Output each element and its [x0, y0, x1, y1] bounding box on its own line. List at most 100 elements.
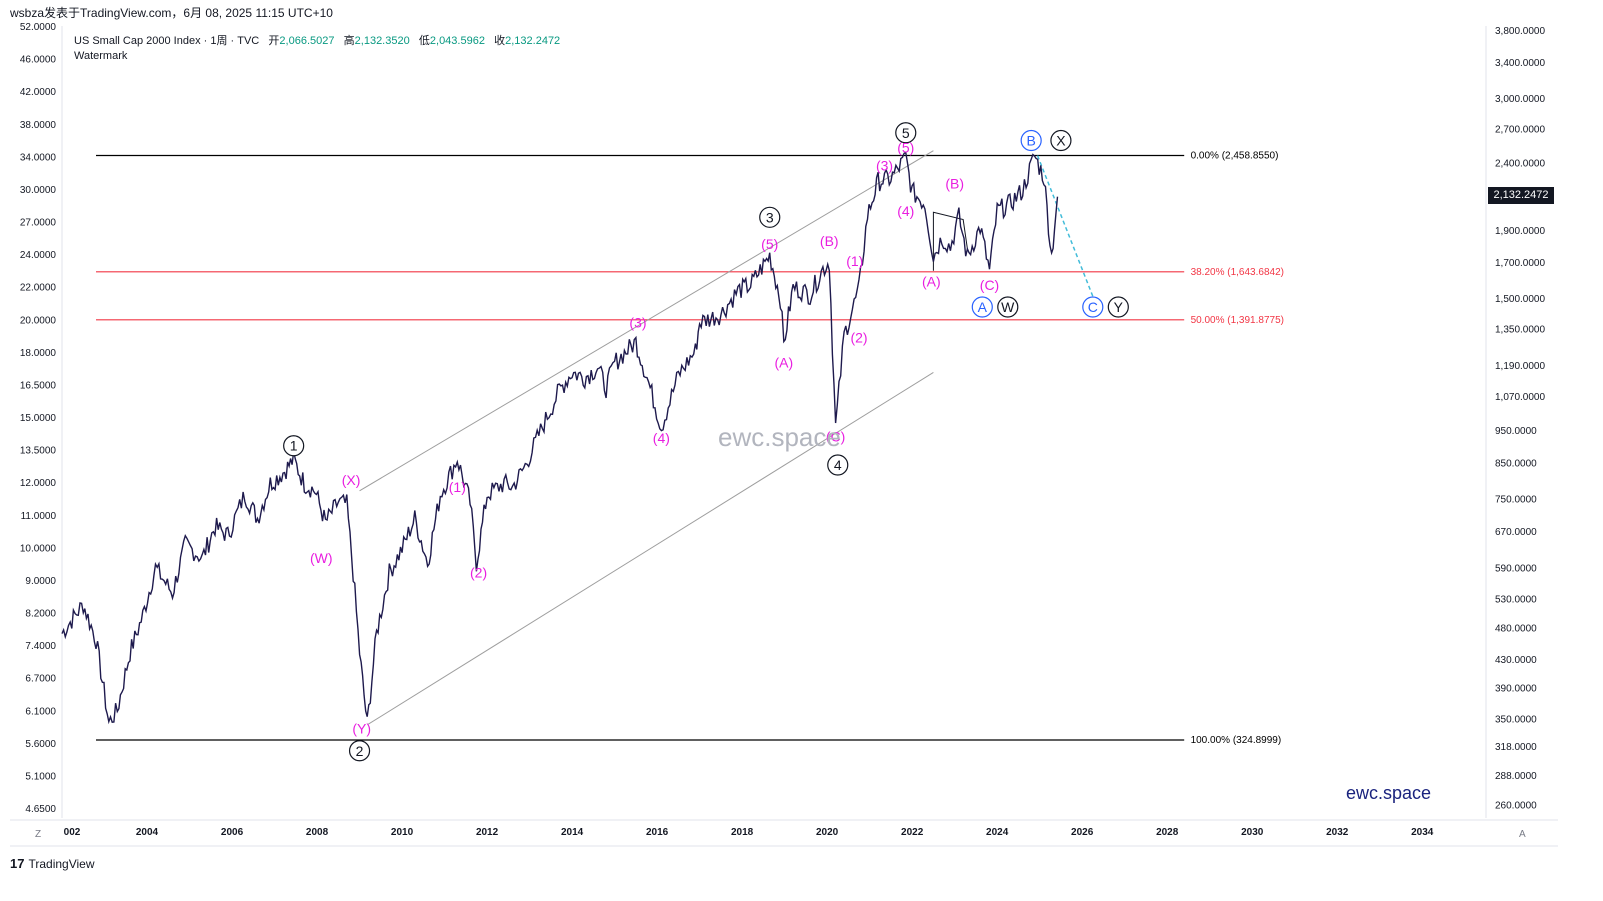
left-tick-label: 16.5000 [20, 380, 57, 391]
wave-label-magenta: (C) [980, 277, 999, 293]
x-tick-label: 2034 [1411, 827, 1434, 838]
fib-level-label: 0.00% (2,458.8550) [1191, 150, 1279, 161]
x-tick-label: 2016 [646, 827, 669, 838]
left-tick-label: 6.1000 [25, 706, 56, 717]
wave-label-magenta: (5) [761, 236, 778, 252]
wave-label-magenta: (3) [876, 158, 893, 174]
wave-circle-outline [827, 454, 849, 476]
wave-circle-outline [759, 206, 781, 228]
wave-label-circle: 4 [827, 454, 849, 476]
x-tick-label: 2004 [136, 827, 159, 838]
left-tick-label: 12.0000 [20, 478, 57, 489]
x-tick-label: 2014 [561, 827, 584, 838]
log-scale-toggle-left[interactable]: Z [35, 829, 42, 840]
auto-scale-toggle[interactable]: A [1519, 829, 1526, 840]
wave-circle-outline [283, 435, 305, 457]
wave-label-magenta: (5) [897, 139, 914, 155]
right-tick-label: 1,500.0000 [1495, 294, 1545, 305]
right-tick-label: 260.0000 [1495, 800, 1537, 811]
wave-circle-outline [1020, 129, 1042, 152]
left-tick-label: 22.0000 [20, 283, 57, 294]
wave-label-circle: W [997, 296, 1019, 318]
x-tick-label: 2028 [1156, 827, 1179, 838]
price-series [61, 151, 1059, 725]
legend-open-label: 开 [268, 35, 280, 47]
legend-open: 2,066.5027 [279, 35, 335, 47]
right-tick-label: 530.0000 [1495, 595, 1537, 606]
wave-label-magenta: (4) [897, 203, 914, 219]
left-tick-label: 5.6000 [25, 739, 56, 750]
right-tick-label: 590.0000 [1495, 564, 1537, 575]
right-tick-label: 318.0000 [1495, 742, 1537, 753]
fib-level-label: 38.20% (1,643.6842) [1191, 267, 1284, 278]
wave-label-magenta: (W) [310, 550, 333, 566]
wave-circle-outline [971, 296, 993, 318]
wave-circle-text: A [978, 299, 988, 315]
wave-circle-text: X [1056, 132, 1066, 148]
left-tick-label: 9.0000 [25, 576, 56, 587]
left-tick-label: 6.7000 [25, 674, 56, 685]
wave-circle-outline [997, 296, 1019, 318]
triangle-pattern [932, 211, 968, 271]
fib-level-label: 50.00% (1,391.8775) [1191, 315, 1284, 326]
center-watermark: ewc.space [718, 422, 841, 452]
corner-watermark: ewc.space [1346, 783, 1432, 803]
legend-low: 2,043.5962 [429, 35, 485, 47]
left-tick-label: 7.4000 [25, 641, 56, 652]
left-tick-label: 20.0000 [20, 315, 57, 326]
wave-label-magenta: (1) [449, 479, 466, 495]
wave-circle-text: B [1026, 132, 1035, 148]
right-tick-label: 670.0000 [1495, 527, 1537, 538]
left-tick-label: 10.0000 [20, 543, 57, 554]
legend-close-label: 收 [494, 35, 506, 47]
left-tick-label: 52.0000 [20, 22, 57, 33]
wave-circle-text: 2 [356, 743, 364, 759]
x-tick-label: 2026 [1071, 827, 1094, 838]
wave-label-magenta: (B) [820, 233, 839, 249]
channel-line [367, 372, 934, 725]
wave-circle-outline [348, 740, 371, 762]
publisher-bar: wsbza发表于TradingView.com，6月 08, 2025 11:1… [0, 0, 1603, 26]
x-tick-label: 002 [64, 827, 81, 838]
right-tick-label: 850.0000 [1495, 458, 1537, 469]
last-price-tag: 2,132.2472 [1488, 187, 1554, 204]
wave-label-magenta: (X) [342, 472, 361, 488]
left-tick-label: 27.0000 [20, 218, 57, 229]
wave-label-magenta: (2) [470, 565, 487, 581]
right-tick-label: 1,070.0000 [1495, 392, 1545, 403]
legend-watermark: Watermark [74, 50, 128, 62]
x-tick-label: 2006 [221, 827, 244, 838]
right-tick-label: 2,400.0000 [1495, 158, 1545, 169]
x-tick-label: 2020 [816, 827, 839, 838]
wave-label-magenta: (B) [945, 176, 964, 192]
left-tick-label: 38.0000 [20, 120, 57, 131]
wave-label-circle: Y [1107, 296, 1129, 318]
right-tick-label: 1,700.0000 [1495, 258, 1545, 269]
wave-label-circle: 2 [348, 740, 371, 762]
channel-line [359, 150, 934, 492]
right-tick-label: 3,000.0000 [1495, 94, 1545, 105]
left-tick-label: 15.0000 [20, 413, 57, 424]
right-tick-label: 288.0000 [1495, 771, 1537, 782]
left-tick-label: 5.1000 [25, 771, 56, 782]
wave-circle-text: Y [1114, 299, 1124, 315]
wave-label-circle: C [1082, 296, 1104, 318]
wave-label-circle: A [971, 296, 993, 318]
price-line [61, 151, 1059, 725]
right-tick-label: 1,350.0000 [1495, 325, 1545, 336]
right-tick-label: 350.0000 [1495, 715, 1537, 726]
wave-circle-text: 5 [902, 125, 910, 141]
footer-logo-text: TradingView [28, 857, 95, 871]
right-tick-label: 3,800.0000 [1495, 26, 1545, 37]
overlays: 0.00% (2,458.8550) 38.20% (1,643.6842) 50.… [96, 150, 1284, 746]
legend-high: 2,132.3520 [354, 35, 410, 47]
wave-label-circle: 3 [759, 206, 781, 228]
projection-arrow [1036, 155, 1094, 297]
left-tick-label: 13.5000 [20, 446, 57, 457]
left-tick-label: 46.0000 [20, 55, 57, 66]
right-tick-label: 390.0000 [1495, 683, 1537, 694]
wave-circle-text: 3 [766, 209, 774, 225]
x-tick-label: 2018 [731, 827, 754, 838]
left-tick-label: 24.0000 [20, 250, 57, 261]
